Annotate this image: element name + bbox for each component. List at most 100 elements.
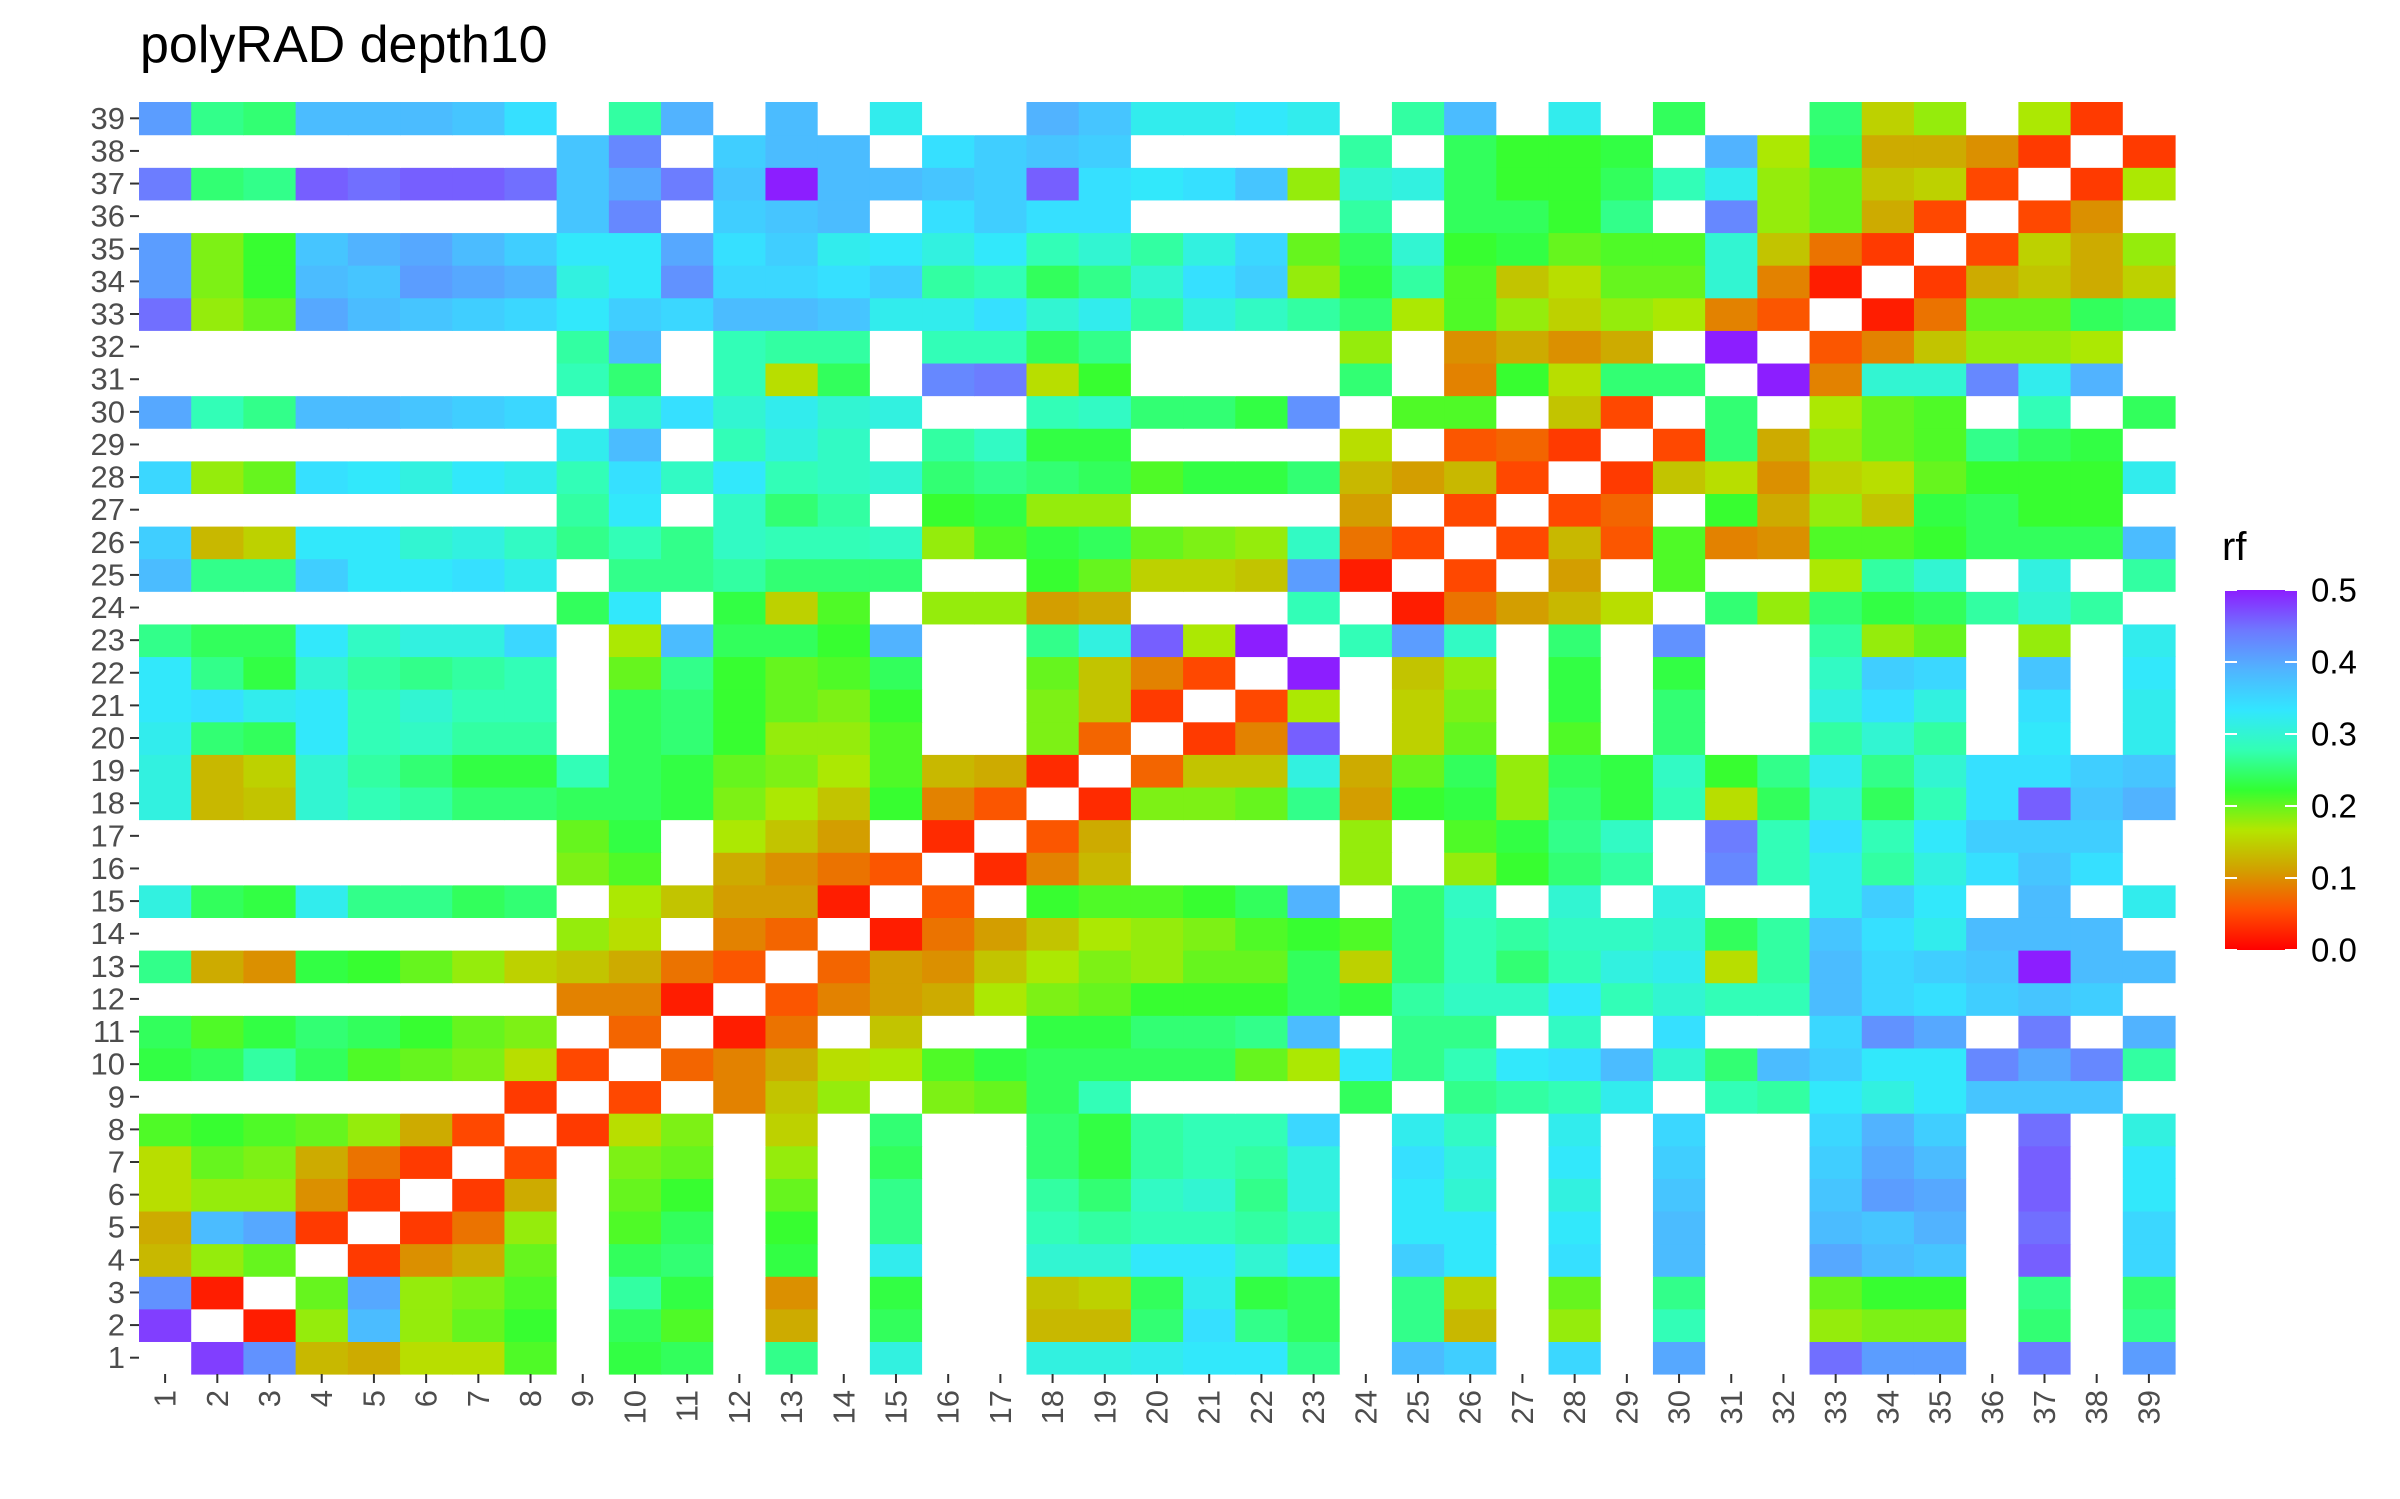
heatmap-cell bbox=[922, 623, 975, 658]
heatmap-cell bbox=[974, 591, 1028, 625]
heatmap-cell bbox=[1235, 982, 1289, 1016]
x-tick-label: 38 bbox=[2079, 1390, 2114, 1424]
heatmap-cell bbox=[1861, 1047, 1915, 1082]
heatmap-cell bbox=[661, 917, 714, 951]
heatmap-cell bbox=[243, 1341, 297, 1375]
heatmap-cell bbox=[556, 1341, 610, 1375]
heatmap-cell bbox=[400, 1341, 453, 1375]
heatmap-cell bbox=[2122, 362, 2176, 397]
heatmap-cell bbox=[974, 689, 1028, 723]
heatmap-cell bbox=[765, 1341, 819, 1375]
heatmap-cell bbox=[191, 460, 245, 494]
heatmap-cell bbox=[974, 526, 1028, 560]
heatmap-cell bbox=[1339, 362, 1393, 397]
heatmap-cell bbox=[1339, 558, 1393, 592]
heatmap-cell bbox=[1496, 428, 1550, 462]
heatmap-cell bbox=[556, 1276, 610, 1310]
heatmap-cell bbox=[974, 819, 1028, 853]
heatmap-cell bbox=[2018, 1308, 2072, 1342]
heatmap-cell bbox=[1757, 1308, 1811, 1342]
heatmap-cell bbox=[139, 526, 192, 560]
heatmap-cell bbox=[504, 591, 558, 625]
heatmap-cell bbox=[922, 819, 975, 853]
heatmap-cell bbox=[765, 1145, 819, 1179]
heatmap-cell bbox=[1861, 786, 1915, 821]
heatmap-cell bbox=[1078, 330, 1132, 364]
heatmap-cell bbox=[869, 1341, 923, 1375]
heatmap-cell bbox=[1078, 852, 1132, 886]
heatmap-cell bbox=[661, 982, 714, 1016]
heatmap-cell bbox=[1444, 1243, 1497, 1277]
heatmap-cell bbox=[1496, 1047, 1550, 1082]
heatmap-cell bbox=[1444, 982, 1497, 1016]
heatmap-cell bbox=[765, 1113, 819, 1147]
heatmap-cell bbox=[400, 1243, 453, 1277]
heatmap-cell bbox=[1913, 1015, 1967, 1049]
heatmap-cell bbox=[295, 460, 349, 494]
heatmap-cell bbox=[608, 1308, 662, 1342]
heatmap-cell bbox=[1235, 591, 1289, 625]
heatmap-cell bbox=[1600, 982, 1654, 1016]
heatmap-cell bbox=[504, 460, 558, 494]
heatmap-cell bbox=[1391, 819, 1445, 853]
x-tick-label: 3 bbox=[252, 1390, 287, 1407]
heatmap-cell bbox=[661, 1113, 714, 1147]
heatmap-cell bbox=[2070, 1080, 2124, 1114]
heatmap-cell bbox=[1339, 1178, 1393, 1212]
heatmap-cell bbox=[1913, 526, 1967, 560]
heatmap-cell bbox=[504, 199, 558, 234]
heatmap-cell bbox=[974, 1308, 1028, 1342]
heatmap-cell bbox=[1600, 297, 1654, 331]
heatmap-cell bbox=[2070, 102, 2124, 136]
heatmap-cell bbox=[347, 395, 401, 429]
x-tick-label: 11 bbox=[670, 1390, 705, 1422]
heatmap-cell bbox=[1705, 950, 1758, 984]
heatmap-cell bbox=[1078, 1047, 1132, 1082]
heatmap-cell bbox=[347, 982, 401, 1016]
heatmap-cell bbox=[765, 950, 819, 984]
y-tick-label: 24 bbox=[91, 590, 125, 625]
heatmap-cell bbox=[1600, 167, 1654, 201]
heatmap-cell bbox=[1652, 460, 1706, 494]
heatmap-cell bbox=[1600, 460, 1654, 494]
heatmap-cell bbox=[713, 1276, 767, 1310]
heatmap-cell bbox=[504, 167, 558, 201]
heatmap-cell bbox=[1444, 1178, 1497, 1212]
heatmap-cell bbox=[1287, 199, 1341, 234]
heatmap-cell bbox=[452, 493, 506, 527]
heatmap-cell bbox=[400, 526, 453, 560]
heatmap-cell bbox=[1861, 1113, 1915, 1147]
heatmap-cell bbox=[243, 819, 297, 853]
heatmap-cell bbox=[243, 982, 297, 1016]
heatmap-cell bbox=[974, 623, 1028, 658]
heatmap-cell bbox=[765, 395, 819, 429]
heatmap-cell bbox=[1183, 1308, 1236, 1342]
heatmap-cell bbox=[1444, 1341, 1497, 1375]
heatmap-cell bbox=[295, 1178, 349, 1212]
heatmap-cell bbox=[2070, 460, 2124, 494]
heatmap-cell bbox=[608, 982, 662, 1016]
heatmap-cell bbox=[504, 721, 558, 755]
heatmap-cell bbox=[504, 656, 558, 690]
heatmap-cell bbox=[1913, 395, 1967, 429]
heatmap-cell bbox=[1078, 786, 1132, 821]
heatmap-cell bbox=[869, 1080, 923, 1114]
heatmap-cell bbox=[1391, 265, 1445, 299]
heatmap-cell bbox=[817, 623, 871, 658]
heatmap-cell bbox=[1026, 656, 1080, 690]
heatmap-cell bbox=[191, 232, 245, 266]
heatmap-cell bbox=[1339, 1276, 1393, 1310]
heatmap-cell bbox=[1705, 134, 1758, 168]
heatmap-cell bbox=[1496, 558, 1550, 592]
heatmap-cell bbox=[191, 754, 245, 788]
heatmap-cell bbox=[1705, 852, 1758, 886]
heatmap-cell bbox=[1809, 1210, 1863, 1245]
heatmap-cell bbox=[713, 819, 767, 853]
heatmap-cell bbox=[1652, 786, 1706, 821]
heatmap-cell bbox=[869, 493, 923, 527]
heatmap-cell bbox=[452, 852, 506, 886]
heatmap-cell bbox=[1339, 102, 1393, 136]
heatmap-cell bbox=[1287, 623, 1341, 658]
heatmap-cell bbox=[347, 1080, 401, 1114]
heatmap-cell bbox=[347, 786, 401, 821]
